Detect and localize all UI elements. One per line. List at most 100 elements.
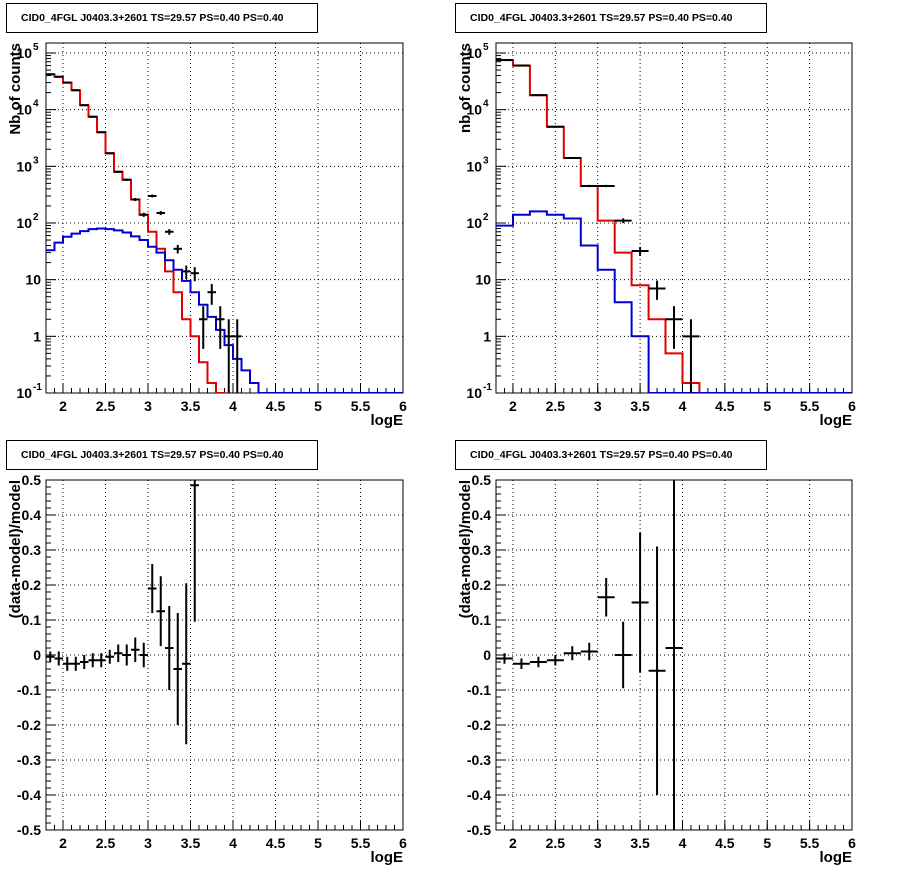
x-axis-title: logE	[371, 849, 404, 866]
x-tick-label: 5	[314, 398, 322, 414]
x-tick-label: 5.5	[800, 398, 820, 414]
x-tick-label: 2.5	[546, 398, 566, 414]
y-tick-label: 10	[16, 45, 32, 61]
y-tick-label: 10	[16, 215, 32, 231]
y-tick-label: -0.3	[467, 752, 491, 768]
y-tick-label: 1	[483, 328, 491, 344]
y-tick-label: -0.2	[17, 717, 41, 733]
y-tick-label: 0.4	[472, 507, 492, 523]
y-tick-label: 0.2	[472, 577, 492, 593]
y-tick-exponent: -1	[483, 382, 492, 393]
y-tick-exponent: 4	[483, 99, 489, 110]
y-tick-exponent: 2	[33, 212, 39, 223]
panel-title-top-right: CID0_4FGL J0403.3+2601 TS=29.57 PS=0.40 …	[455, 3, 767, 33]
y-tick-label: -0.4	[467, 787, 491, 803]
y-tick-label: 10	[475, 272, 491, 288]
y-tick-exponent: 3	[483, 155, 489, 166]
x-axis-title: logE	[371, 412, 404, 429]
y-tick-label: 10	[466, 158, 482, 174]
y-axis-title: nb of counts	[457, 43, 474, 133]
x-tick-label: 3.5	[630, 835, 650, 851]
y-tick-label: -0.1	[17, 682, 41, 698]
x-tick-label: 5	[763, 398, 771, 414]
x-tick-label: 5.5	[351, 398, 371, 414]
y-tick-label: 10	[16, 158, 32, 174]
y-tick-label: 10	[16, 385, 32, 401]
panel-title-bottom-right: CID0_4FGL J0403.3+2601 TS=29.57 PS=0.40 …	[455, 440, 767, 470]
model-step-line-1	[46, 227, 403, 393]
y-tick-label: 0.1	[22, 612, 42, 628]
y-tick-label: 10	[466, 102, 482, 118]
y-tick-label: 0.5	[472, 472, 492, 488]
x-tick-label: 3.5	[630, 398, 650, 414]
x-tick-label: 2	[59, 835, 67, 851]
plot-area	[496, 480, 683, 830]
x-tick-label: 6	[399, 835, 407, 851]
x-tick-label: 4	[229, 398, 237, 414]
y-tick-exponent: 2	[483, 212, 489, 223]
x-tick-label: 3	[594, 398, 602, 414]
y-tick-label: -0.5	[467, 822, 491, 838]
y-tick-label: 10	[25, 272, 41, 288]
x-tick-label: 3.5	[181, 835, 201, 851]
panel-title-bottom-left: CID0_4FGL J0403.3+2601 TS=29.57 PS=0.40 …	[6, 440, 318, 470]
x-tick-label: 4	[229, 835, 237, 851]
x-tick-label: 2.5	[96, 398, 116, 414]
y-tick-exponent: 3	[33, 155, 39, 166]
x-axis-title: logE	[820, 849, 853, 866]
y-tick-label: -0.3	[17, 752, 41, 768]
x-tick-label: 2.5	[96, 835, 116, 851]
y-tick-label: 10	[16, 102, 32, 118]
y-tick-label: 0.1	[472, 612, 492, 628]
x-tick-label: 4.5	[266, 398, 286, 414]
y-tick-exponent: 5	[483, 42, 489, 53]
y-tick-exponent: -1	[33, 382, 42, 393]
x-tick-label: 2	[59, 398, 67, 414]
x-tick-label: 3.5	[181, 398, 201, 414]
x-tick-label: 3	[594, 835, 602, 851]
x-tick-label: 4	[679, 835, 687, 851]
x-tick-label: 5	[763, 835, 771, 851]
y-tick-label: 0.2	[22, 577, 42, 593]
x-tick-label: 4.5	[715, 835, 735, 851]
chart-panel-bottom-left: 2 2.5 3 3.5 4 4.5 5 5.5 6 -0.5 -0.4 -0.3 -0.2 -0.1 0 0.…	[7, 472, 407, 866]
x-tick-label: 6	[848, 835, 856, 851]
x-tick-label: 5.5	[800, 835, 820, 851]
x-tick-label: 2.5	[546, 835, 566, 851]
x-axis-title: logE	[820, 412, 853, 429]
x-tick-label: 6	[399, 398, 407, 414]
y-axis-title: (data-model)/model	[7, 480, 24, 618]
y-tick-label: 1	[33, 328, 41, 344]
x-tick-label: 3	[144, 398, 152, 414]
plot-frame	[45, 479, 404, 831]
y-tick-label: -0.1	[467, 682, 491, 698]
y-tick-label: 0	[483, 647, 491, 663]
y-tick-label: 10	[466, 385, 482, 401]
y-tick-label: 10	[466, 215, 482, 231]
y-tick-label: 0	[33, 647, 41, 663]
x-tick-label: 4.5	[266, 835, 286, 851]
y-tick-exponent: 5	[33, 42, 39, 53]
y-axis-title: Nb of counts	[7, 43, 24, 135]
x-tick-label: 2	[509, 398, 517, 414]
x-tick-label: 4	[679, 398, 687, 414]
y-tick-label: 0.3	[22, 542, 42, 558]
x-tick-label: 3	[144, 835, 152, 851]
y-tick-label: -0.2	[467, 717, 491, 733]
y-tick-label: 10	[466, 45, 482, 61]
y-tick-label: 0.3	[472, 542, 492, 558]
x-tick-label: 5	[314, 835, 322, 851]
x-tick-label: 6	[848, 398, 856, 414]
model-step-line-0	[496, 59, 701, 393]
y-axis-title: (data-model)/model	[457, 480, 474, 618]
plot-area	[46, 480, 199, 745]
y-tick-label: 0.5	[22, 472, 42, 488]
y-tick-label: -0.5	[17, 822, 41, 838]
x-tick-label: 2	[509, 835, 517, 851]
plot-area	[496, 59, 852, 393]
y-tick-label: -0.4	[17, 787, 41, 803]
model-step-line-1	[496, 210, 852, 393]
panel-title-top-left: CID0_4FGL J0403.3+2601 TS=29.57 PS=0.40 …	[6, 3, 318, 33]
